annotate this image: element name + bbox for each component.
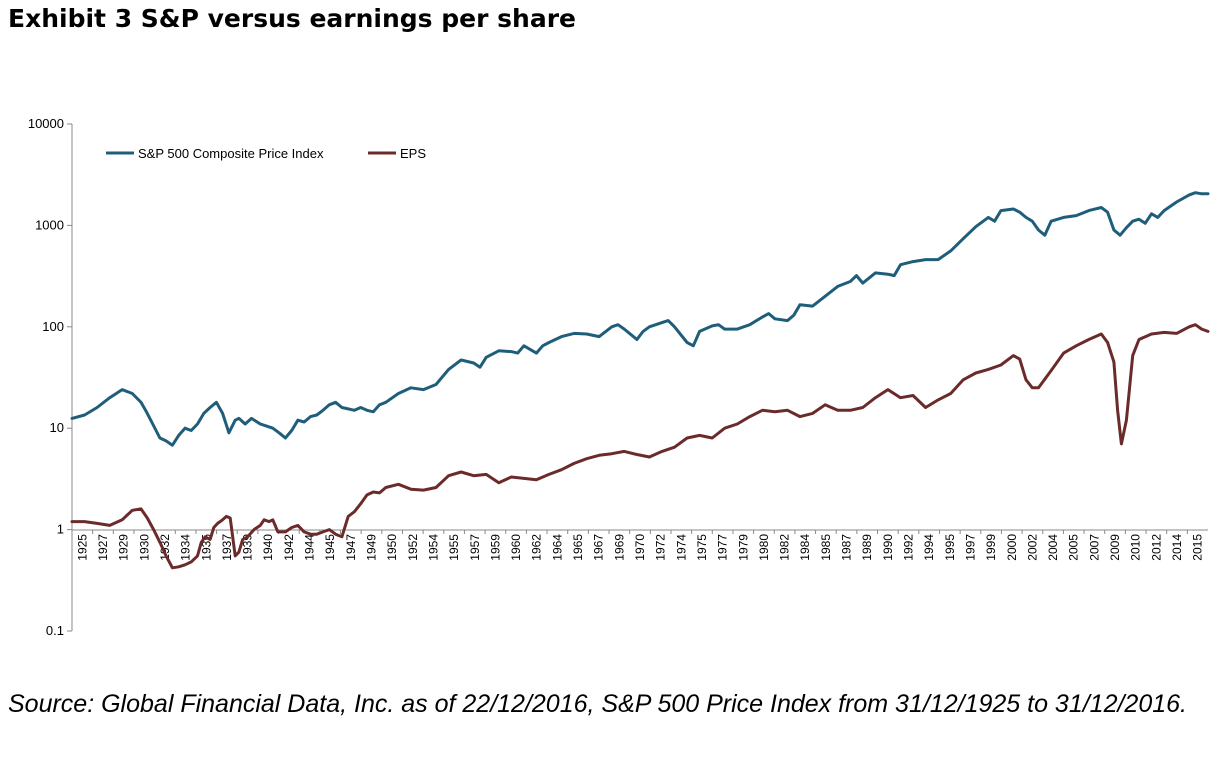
legend-label: S&P 500 Composite Price Index — [138, 146, 324, 161]
x-tick-label: 1945 — [323, 534, 337, 561]
x-tick-label: 2014 — [1170, 534, 1184, 561]
x-tick-label: 2009 — [1108, 534, 1122, 561]
x-tick-label: 1957 — [468, 534, 482, 561]
x-tick-label: 1964 — [550, 534, 564, 561]
y-tick-label: 1000 — [35, 217, 64, 232]
x-tick-label: 1934 — [179, 534, 193, 561]
x-tick-label: 1947 — [344, 534, 358, 561]
x-tick-label: 1979 — [736, 534, 750, 561]
x-tick-label: 1925 — [75, 534, 89, 561]
series-line-eps — [70, 323, 1210, 570]
x-tick-label: 2002 — [1025, 534, 1039, 561]
x-tick-label: 1960 — [509, 534, 523, 561]
x-tick-label: 1994 — [922, 534, 936, 561]
x-tick-label: 1995 — [943, 534, 957, 561]
line-chart: 0.1 1 10 100 1000 10000 1925 1927 1929 1930 1932 1… — [28, 116, 1210, 638]
x-tick-label: 1949 — [364, 534, 378, 561]
x-tick-label: 1970 — [633, 534, 647, 561]
x-tick-label: 1980 — [757, 534, 771, 561]
x-tick-label: 1990 — [881, 534, 895, 561]
x-tick-label: 1987 — [840, 534, 854, 561]
x-tick-label: 1955 — [447, 534, 461, 561]
x-tick-label: 2000 — [1005, 534, 1019, 561]
page-title: Exhibit 3 S&P versus earnings per share — [8, 4, 576, 33]
y-tick-label: 10 — [50, 420, 64, 435]
x-tick-label: 2015 — [1191, 534, 1205, 561]
y-tick-label: 1 — [57, 522, 64, 537]
x-tick-label: 2007 — [1087, 534, 1101, 561]
x-tick-label: 1982 — [778, 534, 792, 561]
x-tick-label: 1972 — [654, 534, 668, 561]
x-tick-label: 1992 — [902, 534, 916, 561]
x-tick-label: 1967 — [592, 534, 606, 561]
x-tick-label: 1950 — [385, 534, 399, 561]
x-tick-label: 2010 — [1129, 534, 1143, 561]
x-tick-label: 1997 — [963, 534, 977, 561]
x-tick-label: 2005 — [1067, 534, 1081, 561]
legend-label: EPS — [400, 146, 426, 161]
x-tick-label: 1974 — [674, 534, 688, 561]
series-line-price-index — [70, 191, 1210, 447]
x-tick-label: 1942 — [282, 534, 296, 561]
x-tick-label: 1969 — [612, 534, 626, 561]
x-tick-label: 1939 — [241, 534, 255, 561]
x-tick-label: 1940 — [261, 534, 275, 561]
x-tick-label: 1975 — [695, 534, 709, 561]
y-tick-label: 0.1 — [46, 623, 64, 638]
source-note: Source: Global Financial Data, Inc. as o… — [8, 690, 1187, 718]
x-tick-label: 1984 — [798, 534, 812, 561]
x-tick-label: 1930 — [137, 534, 151, 561]
x-tick-label: 1929 — [117, 534, 131, 561]
x-axis-ticks: 1925 1927 1929 1930 1932 1934 1935 1937 1939 1940… — [71, 530, 1205, 561]
x-tick-label: 1977 — [716, 534, 730, 561]
x-tick-label: 2004 — [1046, 534, 1060, 561]
chart-legend: S&P 500 Composite Price Index EPS — [106, 146, 426, 161]
x-tick-label: 1965 — [571, 534, 585, 561]
chart-series — [70, 191, 1210, 570]
x-tick-label: 1985 — [819, 534, 833, 561]
x-tick-label: 1954 — [426, 534, 440, 561]
y-tick-label: 10000 — [28, 116, 64, 131]
x-tick-label: 1962 — [530, 534, 544, 561]
x-tick-label: 1952 — [406, 534, 420, 561]
x-tick-label: 1959 — [488, 534, 502, 561]
y-tick-label: 100 — [42, 319, 64, 334]
chart-axes — [71, 124, 1208, 631]
x-tick-label: 1944 — [303, 534, 317, 561]
x-tick-label: 2012 — [1149, 534, 1163, 561]
x-tick-label: 1937 — [220, 534, 234, 561]
y-axis-ticks: 0.1 1 10 100 1000 10000 — [28, 116, 72, 638]
x-tick-label: 1989 — [860, 534, 874, 561]
x-tick-label: 1927 — [96, 534, 110, 561]
x-tick-label: 1999 — [984, 534, 998, 561]
x-tick-label: 1932 — [158, 534, 172, 561]
